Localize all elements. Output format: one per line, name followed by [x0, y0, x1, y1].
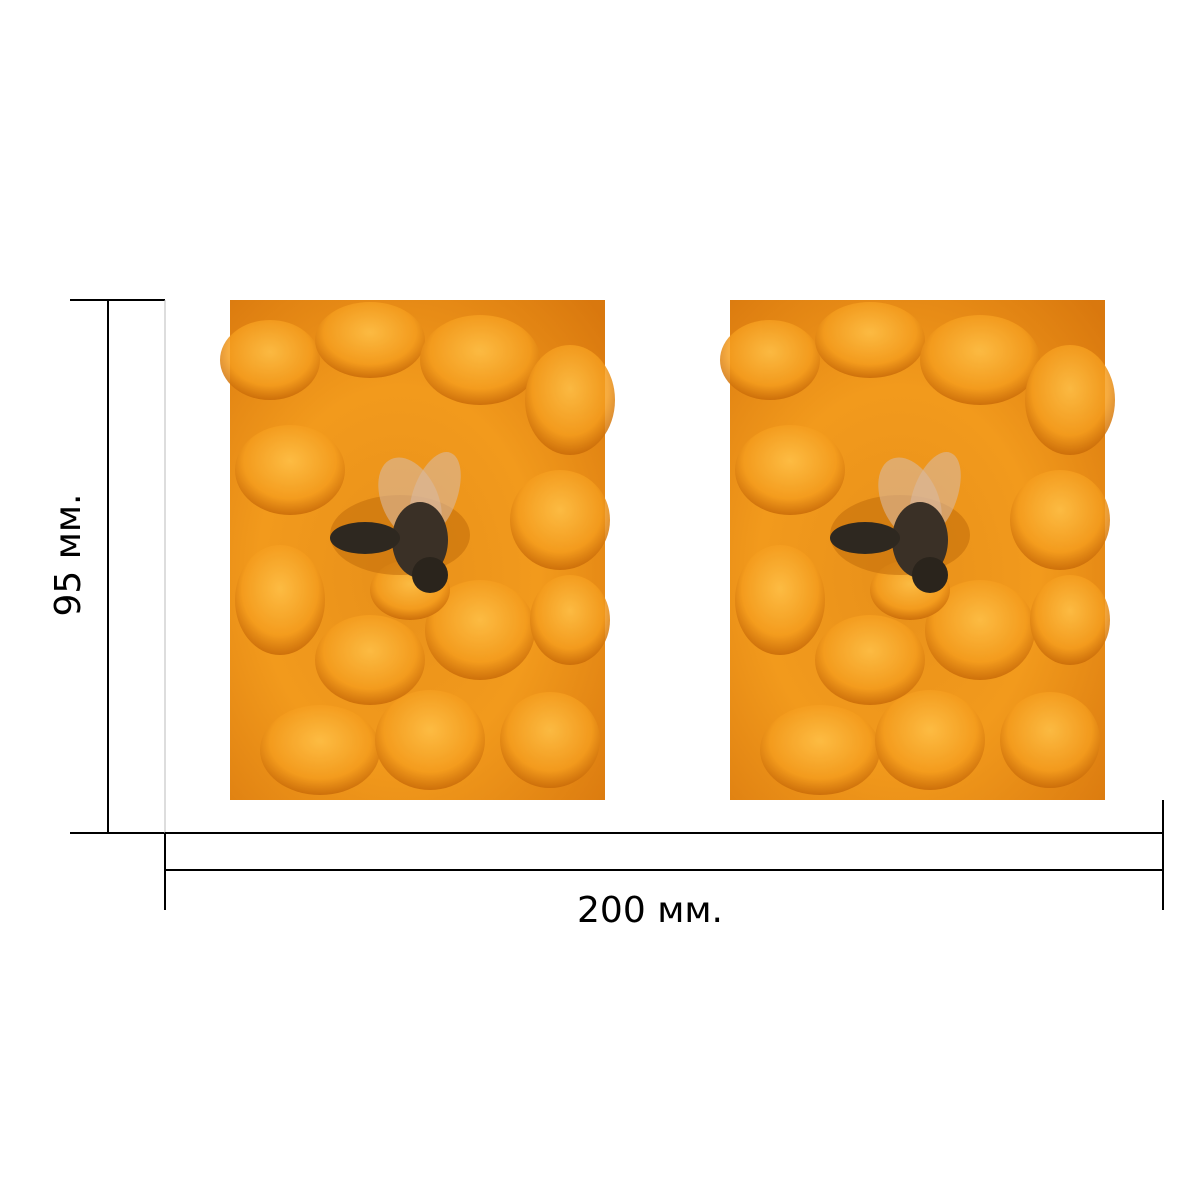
product-photo-right — [720, 300, 1115, 800]
height-dimension: 95 мм. — [48, 299, 166, 834]
product-photo-left — [220, 300, 615, 800]
width-dimension: 200 мм. — [164, 800, 1164, 931]
width-label: 200 мм. — [577, 890, 723, 931]
height-label: 95 мм. — [48, 493, 89, 616]
